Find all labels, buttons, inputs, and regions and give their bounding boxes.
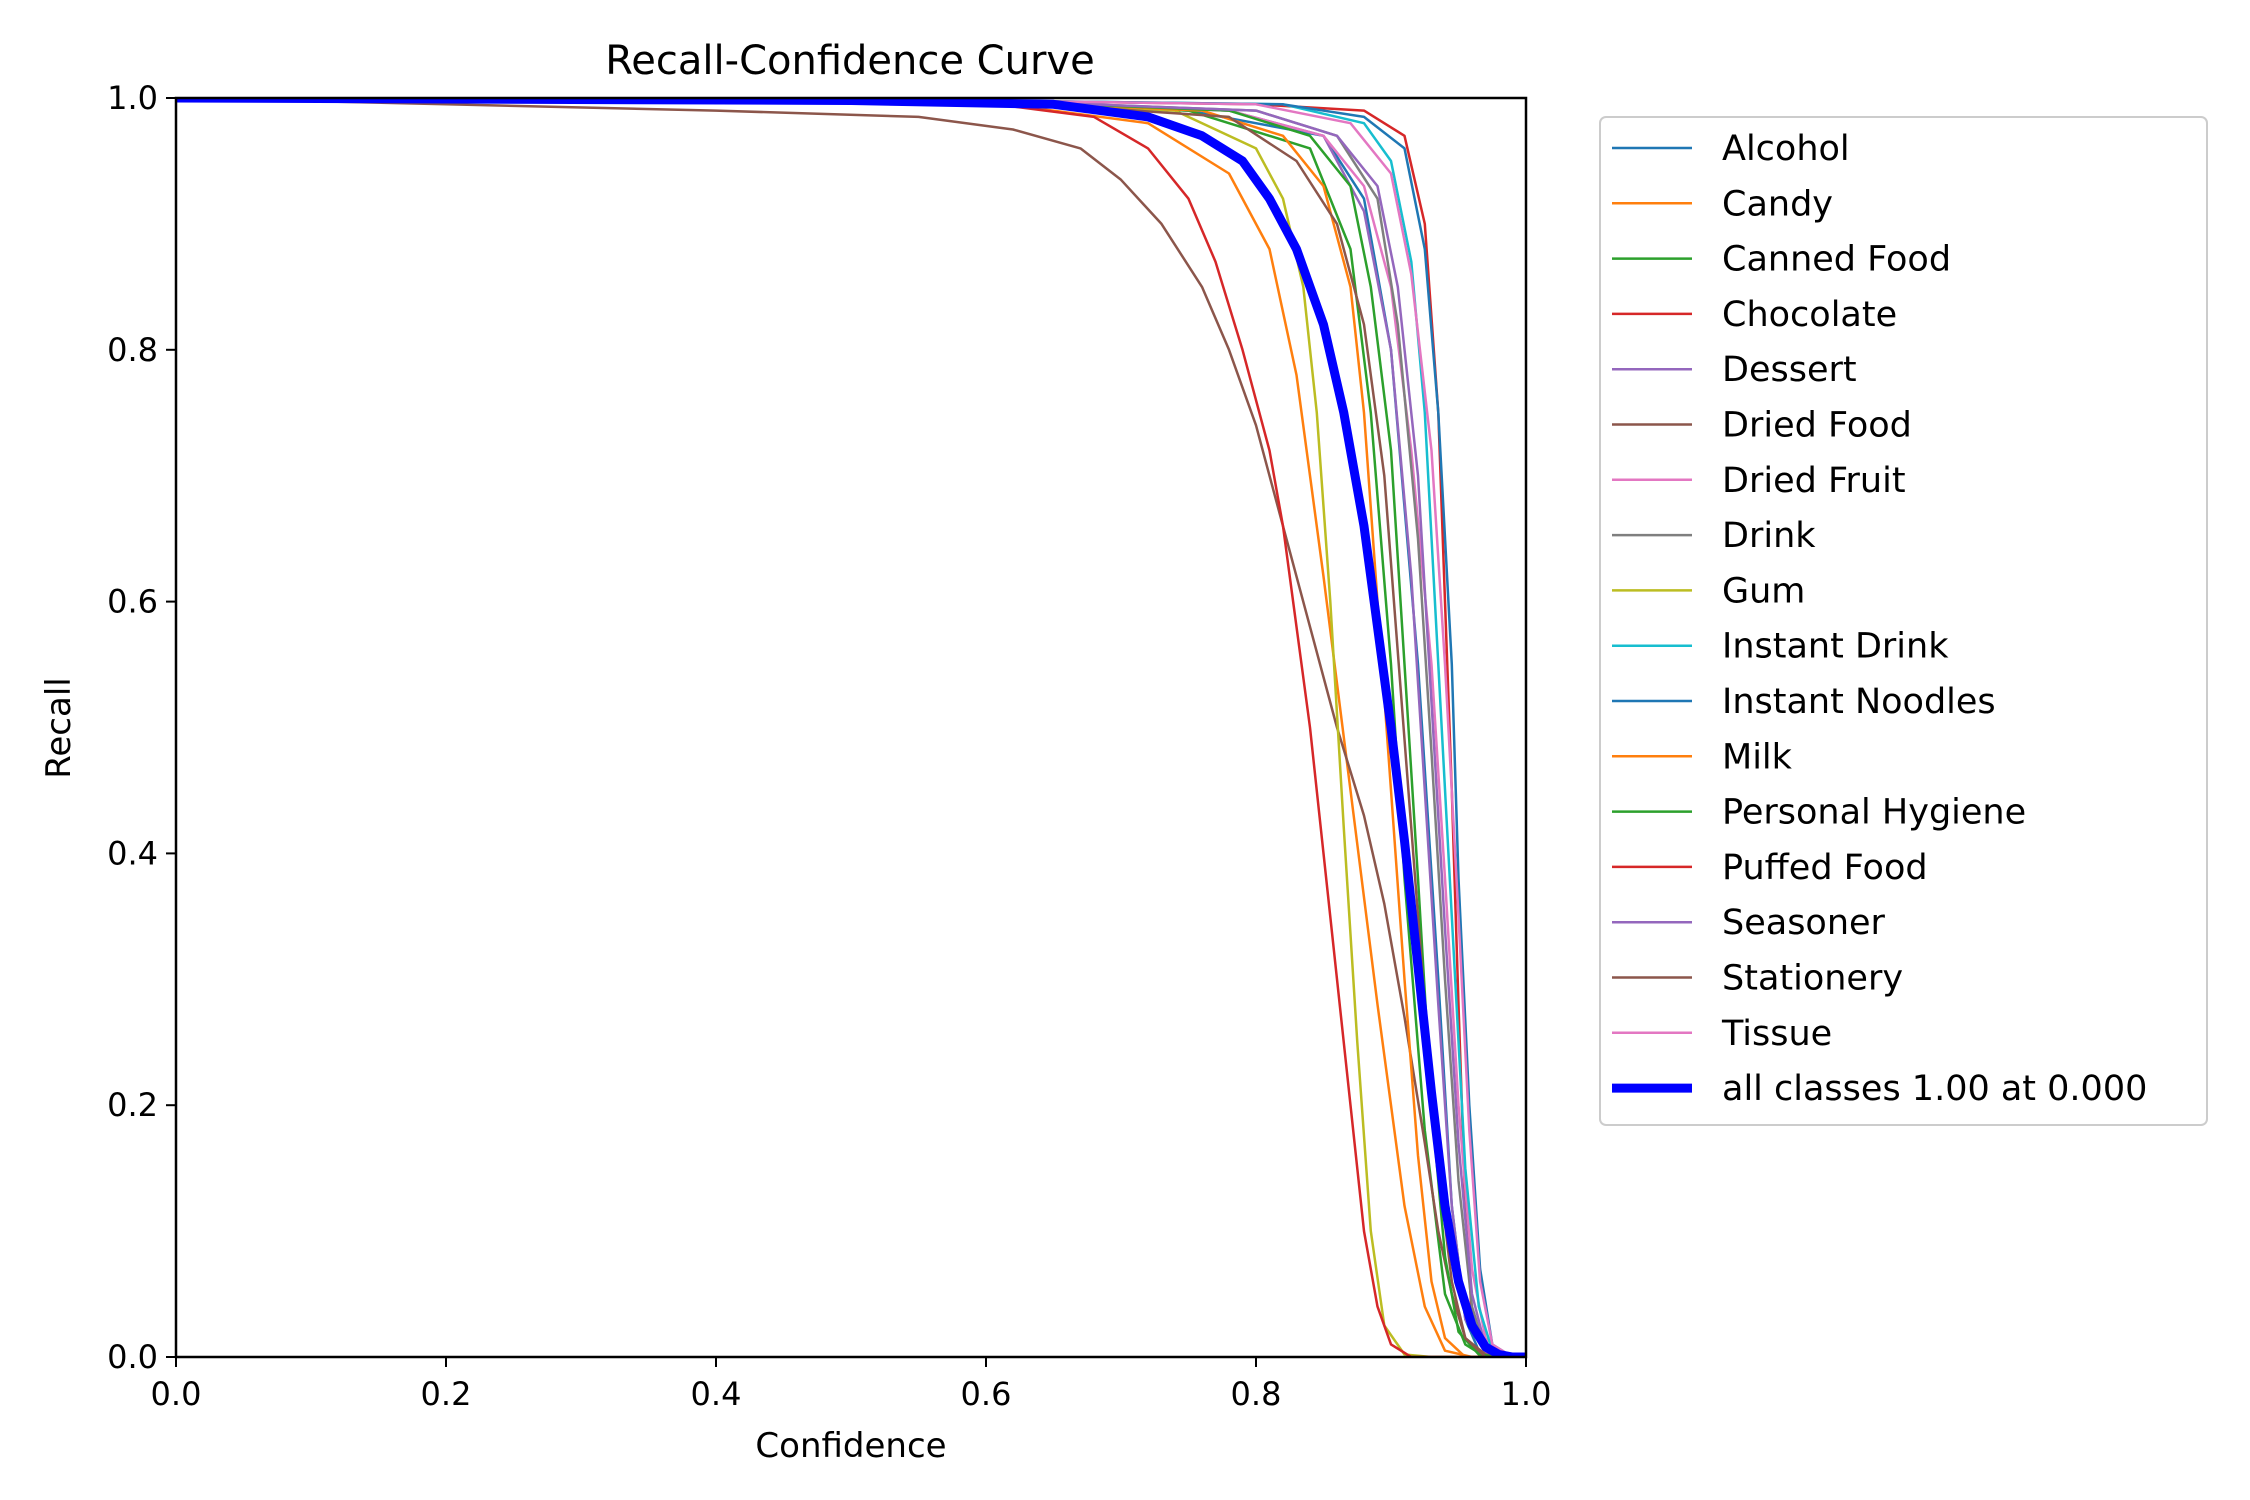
legend-label: Chocolate: [1722, 295, 1897, 335]
legend-label: Instant Drink: [1722, 627, 1949, 667]
series-line-gum: [176, 98, 1526, 1357]
legend-label: Gum: [1722, 571, 1805, 611]
legend-label: Instant Noodles: [1722, 682, 1996, 722]
legend-label: Milk: [1722, 737, 1793, 777]
legend-label: Canned Food: [1722, 240, 1951, 280]
series-line-dessert: [176, 98, 1526, 1357]
x-tick-label: 0.6: [961, 1375, 1012, 1413]
legend-label: Personal Hygiene: [1722, 793, 2026, 833]
x-axis-label: Confidence: [755, 1426, 946, 1466]
series-line-instant-noodles: [176, 98, 1526, 1357]
y-tick-label: 0.2: [107, 1086, 158, 1124]
legend-label: Candy: [1722, 184, 1833, 224]
series-line-seasoner: [176, 98, 1526, 1357]
y-tick-label: 0.8: [107, 331, 158, 369]
legend-label: all classes 1.00 at 0.000: [1722, 1069, 2147, 1109]
y-axis-ticks: 0.0 0.2 0.4 0.6 0.8 1.0: [107, 79, 176, 1376]
series-line-dried-food: [176, 98, 1526, 1357]
y-tick-label: 0.4: [107, 834, 158, 872]
legend-frame: [1599, 116, 2208, 1126]
y-tick-label: 0.6: [107, 583, 158, 621]
x-tick-label: 0.4: [691, 1375, 742, 1413]
series-line-personal-hygiene: [176, 98, 1526, 1357]
x-tick-label: 0.8: [1231, 1375, 1282, 1413]
legend-label: Alcohol: [1722, 129, 1850, 169]
x-tick-label: 0.2: [421, 1375, 472, 1413]
y-axis-label: Recall: [39, 677, 79, 778]
x-axis-ticks: 0.0 0.2 0.4 0.6 0.8 1.0: [151, 1357, 1552, 1413]
legend-label: Puffed Food: [1722, 848, 1928, 888]
legend-label: Drink: [1722, 516, 1816, 556]
legend-label: Tissue: [1721, 1014, 1832, 1054]
legend-items: Alcohol Candy Canned Food Chocolate Dessert D…: [1612, 129, 2147, 1109]
x-tick-label: 1.0: [1501, 1375, 1552, 1413]
series-line-milk: [176, 98, 1526, 1357]
series-line-tissue: [176, 98, 1526, 1357]
series-line-instant-drink: [176, 98, 1526, 1357]
plot-area: [174, 96, 1528, 1359]
legend-label: Seasoner: [1722, 903, 1886, 943]
series-line-candy: [176, 98, 1526, 1357]
series-line-all-classes-1-00-at-0-000: [176, 98, 1526, 1357]
y-tick-label: 1.0: [107, 79, 158, 117]
y-tick-label: 0.0: [107, 1338, 158, 1376]
series-line-dried-fruit: [176, 98, 1526, 1357]
x-tick-label: 0.0: [151, 1375, 202, 1413]
series-line-puffed-food: [176, 98, 1526, 1357]
legend: Alcohol Candy Canned Food Chocolate Dessert D…: [1599, 116, 2208, 1126]
legend-label: Dried Food: [1722, 406, 1912, 446]
series-line-alcohol: [176, 98, 1526, 1357]
series-line-chocolate: [176, 98, 1526, 1357]
legend-label: Dried Fruit: [1722, 461, 1906, 501]
series-layer: [176, 98, 1526, 1357]
legend-label: Dessert: [1722, 350, 1857, 390]
legend-label: Stationery: [1722, 959, 1903, 999]
plot-frame: [174, 96, 1528, 1359]
series-line-stationery: [176, 98, 1526, 1357]
chart-title: Recall-Confidence Curve: [605, 38, 1094, 84]
series-line-canned-food: [176, 98, 1526, 1357]
series-line-drink: [176, 98, 1526, 1357]
